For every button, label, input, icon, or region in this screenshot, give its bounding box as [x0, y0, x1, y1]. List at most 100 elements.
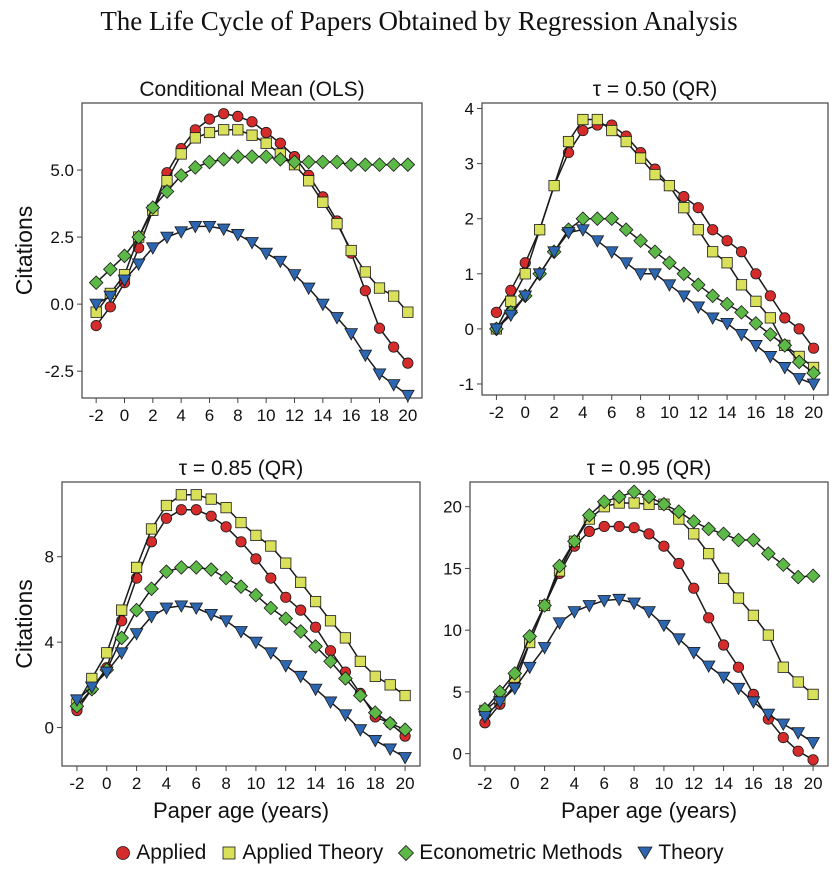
point-applied — [104, 301, 116, 313]
point-applied-theory — [189, 132, 201, 144]
x-axis-label: Paper age (years) — [561, 798, 737, 823]
x-tick-label: 20 — [804, 774, 823, 793]
point-applied-theory — [678, 202, 690, 214]
point-econometric-methods — [734, 305, 749, 320]
point-applied-theory — [505, 295, 517, 307]
point-theory — [323, 696, 338, 710]
point-applied — [295, 604, 307, 616]
x-tick-label: 12 — [684, 774, 703, 793]
point-econometric-methods — [626, 484, 642, 500]
x-tick-label: 4 — [162, 774, 171, 793]
point-econometric-methods — [159, 564, 174, 580]
point-econometric-methods — [343, 157, 359, 173]
point-econometric-methods — [159, 184, 175, 199]
point-theory — [99, 666, 114, 680]
point-theory — [806, 737, 821, 750]
point-applied-theory — [747, 609, 760, 621]
point-econometric-methods — [647, 244, 663, 260]
x-tick-label: 14 — [714, 774, 733, 793]
point-applied — [750, 268, 762, 280]
point-theory — [308, 683, 323, 697]
point-applied — [777, 731, 789, 744]
point-econometric-methods — [244, 149, 260, 164]
point-applied-theory — [606, 124, 618, 137]
panel-title: τ = 0.95 (QR) — [587, 457, 711, 480]
point-applied-theory — [388, 290, 400, 302]
y-axis-label: Citations — [11, 579, 37, 668]
x-tick-label: 12 — [285, 406, 304, 425]
point-theory — [642, 606, 656, 619]
point-applied — [598, 520, 610, 533]
point-applied — [309, 621, 322, 633]
point-econometric-methods — [552, 558, 567, 574]
point-theory — [245, 237, 259, 250]
point-econometric-methods — [633, 233, 648, 249]
point-applied-theory — [232, 124, 244, 136]
point-applied-theory — [250, 529, 262, 541]
y-tick-label: 20 — [443, 498, 462, 517]
y-tick-label: 5.0 — [50, 161, 74, 180]
point-theory — [344, 328, 359, 341]
point-applied-theory — [359, 266, 371, 278]
point-econometric-methods — [174, 560, 189, 575]
point-theory — [561, 227, 576, 240]
point-applied-theory — [101, 647, 113, 659]
x-tick-label: -2 — [89, 406, 104, 425]
x-tick-label: 8 — [221, 774, 230, 793]
x-tick-label: 6 — [192, 774, 201, 793]
figure-title: The Life Cycle of Papers Obtained by Reg… — [100, 6, 738, 36]
point-theory — [648, 268, 662, 281]
point-theory — [372, 368, 387, 381]
panel-title: Conditional Mean (OLS) — [139, 78, 364, 101]
x-tick-label: 12 — [689, 403, 708, 422]
x-tick-label: 4 — [578, 403, 587, 422]
point-applied-theory — [634, 152, 647, 164]
point-econometric-methods — [656, 496, 672, 512]
point-applied-theory — [345, 244, 357, 257]
point-theory — [691, 301, 706, 314]
point-econometric-methods — [358, 157, 373, 173]
point-applied-theory — [260, 137, 272, 149]
point-theory — [216, 223, 231, 237]
point-applied-theory — [190, 489, 202, 501]
legend-marker-applied-theory — [222, 846, 236, 860]
point-applied-theory — [175, 148, 187, 160]
point-theory — [338, 709, 353, 722]
point-econometric-methods — [705, 288, 720, 304]
point-applied-theory — [339, 632, 352, 644]
point-applied-theory — [303, 175, 315, 187]
point-econometric-methods — [690, 277, 706, 293]
point-theory — [705, 312, 720, 325]
point-applied-theory — [317, 196, 329, 208]
point-econometric-methods — [611, 489, 627, 505]
series-econometric-methods — [477, 484, 821, 717]
y-tick-label: 0 — [453, 745, 462, 764]
point-theory — [358, 349, 373, 363]
point-theory — [204, 608, 219, 622]
legend-marker-theory — [637, 846, 654, 860]
y-tick-label: 2.5 — [50, 228, 74, 247]
point-theory — [160, 231, 174, 245]
point-theory — [103, 290, 118, 304]
point-econometric-methods — [716, 526, 731, 542]
point-applied-theory — [703, 548, 715, 560]
point-econometric-methods — [719, 296, 735, 312]
x-tick-label: 18 — [775, 403, 794, 422]
y-tick-label: -2.5 — [45, 362, 74, 381]
point-applied-theory — [218, 124, 230, 136]
point-econometric-methods — [114, 630, 129, 646]
point-applied — [388, 341, 400, 353]
point-econometric-methods — [382, 715, 398, 731]
x-tick-label: -2 — [69, 774, 84, 793]
point-econometric-methods — [248, 587, 264, 603]
x-tick-label: -2 — [489, 403, 504, 422]
point-applied-theory — [295, 576, 307, 588]
y-tick-label: 0.0 — [50, 295, 74, 314]
point-applied — [703, 612, 715, 624]
point-theory — [174, 226, 189, 239]
y-tick-label: 4 — [45, 633, 54, 652]
point-econometric-methods — [218, 570, 234, 586]
point-econometric-methods — [129, 602, 144, 618]
panel-4: τ = 0.95 (QR) -2 0 2 4 6 8 10 12 14 16 18 20 0 5 10 15 20… — [443, 457, 829, 823]
x-axis-label: Paper age (years) — [153, 798, 329, 823]
